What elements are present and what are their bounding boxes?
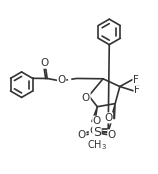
Text: O: O xyxy=(104,113,113,123)
Text: O: O xyxy=(108,130,116,140)
Text: O: O xyxy=(78,130,86,140)
Text: O: O xyxy=(82,93,90,103)
Polygon shape xyxy=(111,104,115,119)
Text: O: O xyxy=(93,116,101,126)
Text: F: F xyxy=(133,75,139,85)
Text: O: O xyxy=(41,58,49,68)
Text: S: S xyxy=(93,126,101,139)
Text: O: O xyxy=(89,126,97,136)
Text: CH$_3$: CH$_3$ xyxy=(87,138,107,152)
Text: F: F xyxy=(134,85,140,95)
Polygon shape xyxy=(92,107,97,122)
Text: O: O xyxy=(58,74,66,85)
